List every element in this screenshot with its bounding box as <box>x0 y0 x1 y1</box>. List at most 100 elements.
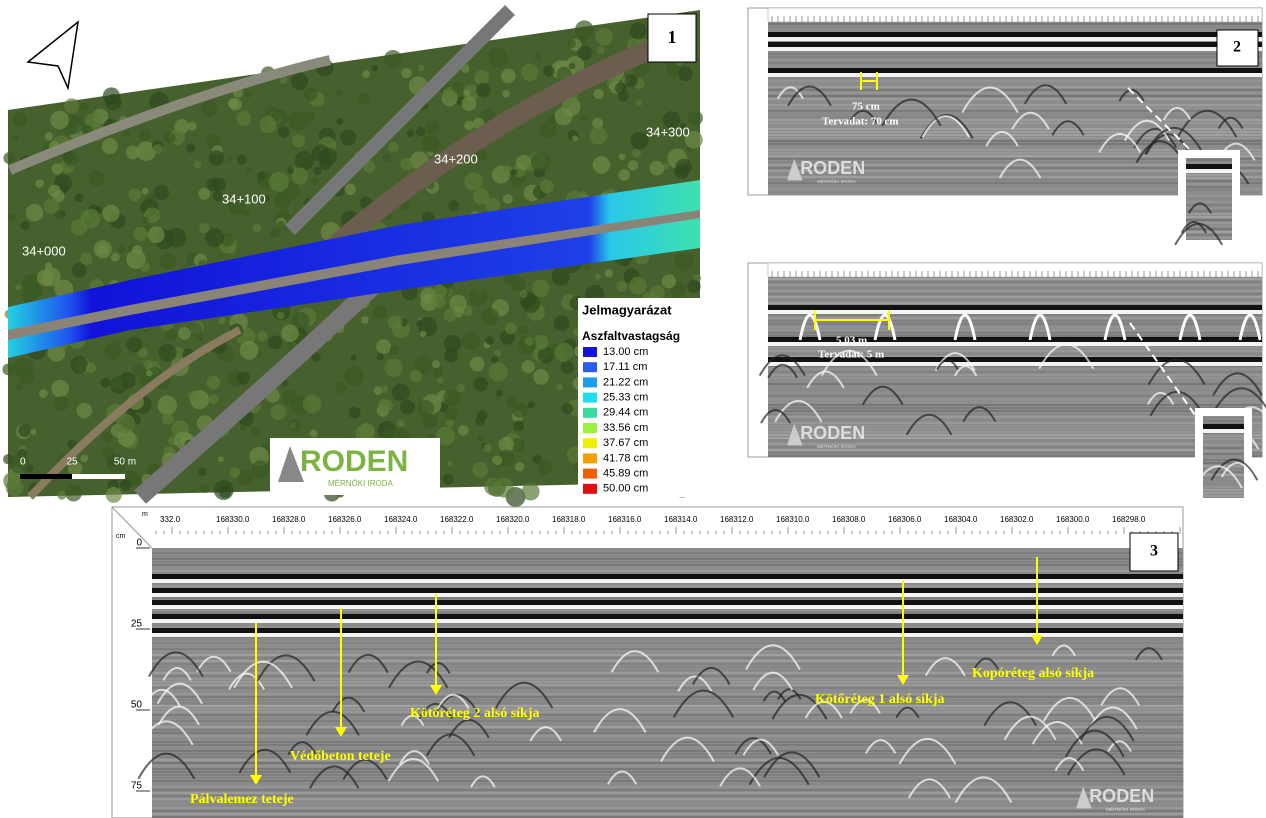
x-tick-label: 168322.0 <box>440 515 474 524</box>
tree <box>238 470 253 485</box>
tree <box>188 122 197 131</box>
tree <box>205 228 224 247</box>
x-tick-label: 168302.0 <box>1000 515 1034 524</box>
tree <box>35 179 44 188</box>
tree <box>312 178 319 185</box>
tree <box>595 273 601 279</box>
tree <box>515 462 524 471</box>
logo-tagline: MÉRNÖKI IRODA <box>817 178 857 185</box>
tree <box>350 354 356 360</box>
tree <box>382 153 391 162</box>
x-tick-label: 168298.0 <box>1112 515 1146 524</box>
tree <box>433 285 446 298</box>
tree <box>418 65 425 72</box>
tree <box>594 89 604 99</box>
x-tick-label: 168318.0 <box>552 515 586 524</box>
tree <box>228 98 239 109</box>
tree <box>464 90 471 97</box>
tree <box>219 486 231 498</box>
logo-name: RODEN <box>800 423 865 443</box>
tree <box>291 73 308 90</box>
tree <box>116 415 135 434</box>
tree <box>531 152 551 172</box>
tree <box>304 112 316 124</box>
tree <box>373 305 387 319</box>
tree <box>97 244 108 255</box>
depth-tick-label: 75 <box>131 781 143 792</box>
tree <box>72 263 87 278</box>
logo-name: RODEN <box>300 445 408 478</box>
legend-subtitle: Aszfaltvastagság <box>582 329 680 343</box>
tree <box>503 194 513 204</box>
tree <box>132 245 142 255</box>
tree <box>494 478 514 498</box>
x-tick-label: 168306.0 <box>888 515 922 524</box>
radar-band <box>1203 429 1244 433</box>
tree <box>240 341 259 360</box>
tree <box>30 429 36 435</box>
tree <box>593 156 610 173</box>
tree <box>483 444 491 452</box>
tree <box>485 336 494 345</box>
tree <box>9 214 16 221</box>
tree <box>344 184 355 195</box>
tree <box>243 209 251 217</box>
tree <box>521 64 538 81</box>
tree <box>491 356 498 363</box>
legend-title: Jelmagyarázat <box>582 302 672 317</box>
depth-tick-label: 0 <box>136 538 142 549</box>
logo-tagline: MÉRNÖKI IRODA <box>1106 806 1146 813</box>
tree <box>106 487 122 503</box>
tree <box>422 135 439 152</box>
tree <box>589 127 607 145</box>
tree <box>26 204 44 222</box>
tree <box>278 126 290 138</box>
tree <box>13 112 28 127</box>
tree <box>269 172 289 192</box>
tree <box>630 22 647 39</box>
tree <box>575 20 594 39</box>
tree <box>518 325 528 335</box>
tree <box>15 383 22 390</box>
tree <box>117 245 125 253</box>
tree <box>361 316 369 324</box>
radar-band <box>152 605 1183 609</box>
tree <box>458 425 469 436</box>
tree <box>139 129 151 141</box>
tree <box>251 460 270 479</box>
tree <box>562 403 573 414</box>
tree <box>15 284 21 290</box>
tree <box>277 221 286 230</box>
tree <box>481 308 499 326</box>
tree <box>444 308 457 321</box>
tree <box>288 419 301 432</box>
tree <box>281 324 299 342</box>
legend-label: 29.44 cm <box>603 407 648 419</box>
legend-swatch <box>583 484 597 494</box>
x-tick-label: 168324.0 <box>384 515 418 524</box>
tree <box>464 172 482 190</box>
tree <box>104 343 121 360</box>
tree <box>236 111 251 126</box>
tree <box>274 192 291 209</box>
design-label: Tervadat: 5 m <box>818 349 884 361</box>
tree <box>543 65 554 76</box>
scale-bar <box>20 474 72 479</box>
tree <box>21 221 30 230</box>
tree <box>568 40 576 48</box>
tree <box>77 403 93 419</box>
tree <box>678 66 693 81</box>
tree <box>110 376 127 393</box>
tree <box>462 332 480 350</box>
chainage-label: 34+000 <box>22 243 66 258</box>
radar-band <box>768 47 1262 51</box>
tree <box>506 397 516 407</box>
tree <box>63 151 78 166</box>
tree <box>556 384 562 390</box>
tree <box>522 360 535 373</box>
tree <box>201 101 217 117</box>
tree <box>54 396 69 411</box>
tree <box>538 460 553 475</box>
tree <box>164 132 175 143</box>
tree <box>477 435 485 443</box>
